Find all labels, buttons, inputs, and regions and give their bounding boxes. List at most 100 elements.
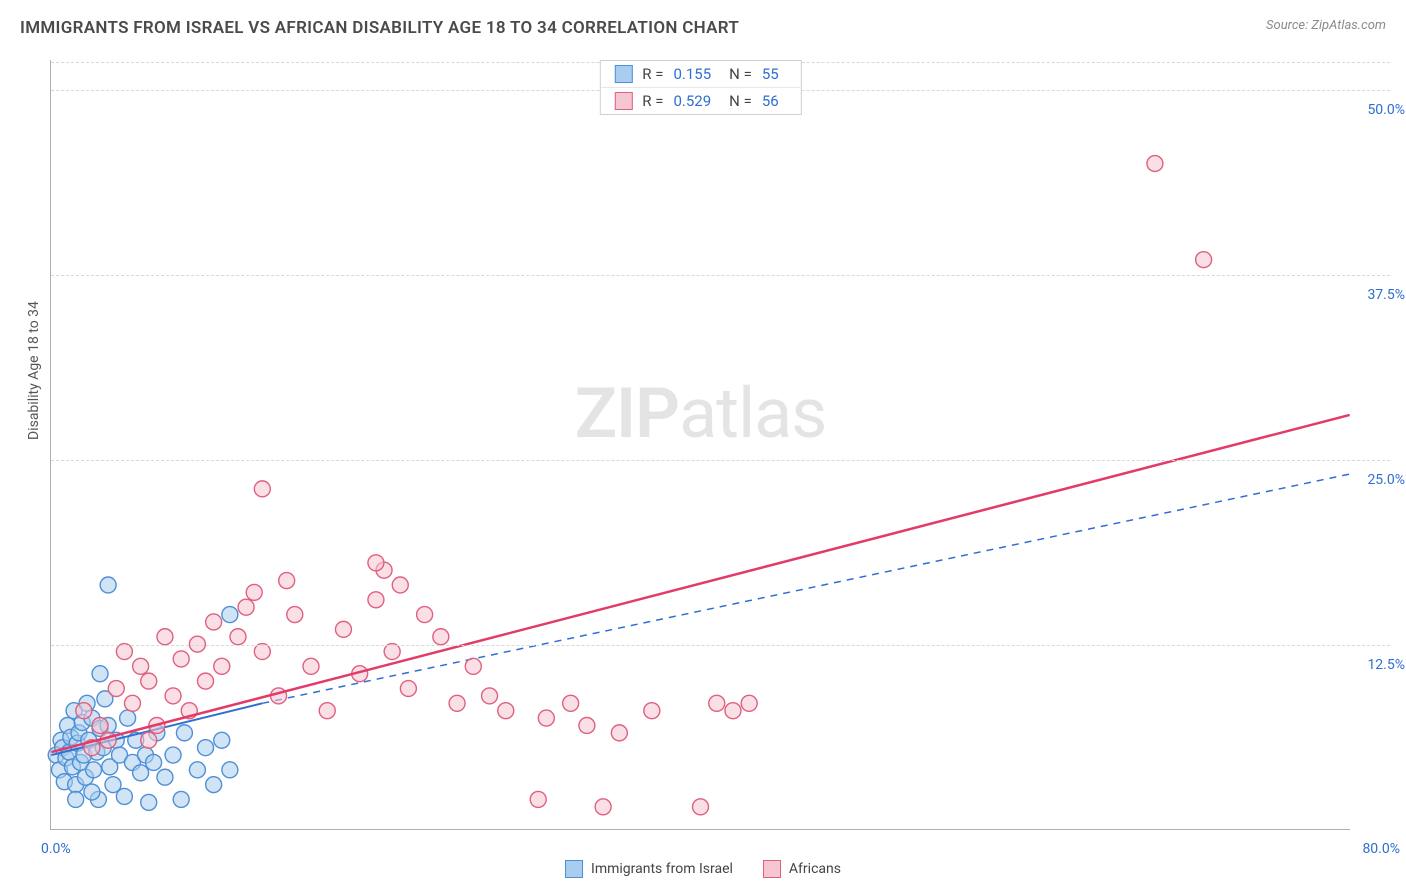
- data-point: [214, 732, 230, 748]
- data-point: [206, 777, 222, 793]
- data-point: [230, 629, 246, 645]
- plot-area: ZIPatlas R =0.155N =55R =0.529N =56 0.0%…: [50, 60, 1350, 830]
- data-point: [120, 710, 136, 726]
- data-point: [579, 717, 595, 733]
- data-point: [165, 747, 181, 763]
- data-point: [1196, 252, 1212, 268]
- data-point: [92, 717, 108, 733]
- data-point: [433, 629, 449, 645]
- data-point: [76, 703, 92, 719]
- data-point: [206, 614, 222, 630]
- data-point: [133, 658, 149, 674]
- grid-line: [51, 275, 1390, 276]
- legend-label: Africans: [789, 861, 841, 877]
- data-point: [222, 607, 238, 623]
- data-point: [482, 688, 498, 704]
- y-tick-label: 50.0%: [1367, 102, 1405, 118]
- data-point: [384, 644, 400, 660]
- data-point: [157, 629, 173, 645]
- data-point: [1147, 156, 1163, 172]
- y-tick-label: 25.0%: [1367, 472, 1405, 488]
- data-point: [189, 762, 205, 778]
- n-value: 55: [762, 65, 779, 83]
- series-legend: Immigrants from Israel Africans: [565, 860, 841, 878]
- data-point: [157, 769, 173, 785]
- data-point: [400, 681, 416, 697]
- data-point: [709, 695, 725, 711]
- legend-item: Immigrants from Israel: [565, 860, 733, 878]
- x-axis-min-label: 0.0%: [41, 841, 71, 857]
- data-point: [563, 695, 579, 711]
- data-point: [271, 688, 287, 704]
- legend-label: Immigrants from Israel: [591, 861, 733, 877]
- data-point: [319, 703, 335, 719]
- data-point: [116, 788, 132, 804]
- r-value: 0.155: [673, 65, 711, 83]
- data-point: [465, 658, 481, 674]
- data-point: [417, 607, 433, 623]
- data-point: [141, 673, 157, 689]
- data-point: [173, 791, 189, 807]
- data-point: [146, 754, 162, 770]
- y-tick-label: 12.5%: [1367, 657, 1405, 673]
- data-point: [279, 573, 295, 589]
- source-attribution: Source: ZipAtlas.com: [1266, 18, 1386, 33]
- data-point: [86, 762, 102, 778]
- scatter-chart: [51, 60, 1350, 829]
- data-point: [368, 592, 384, 608]
- legend-swatch: [614, 92, 632, 110]
- data-point: [538, 710, 554, 726]
- n-label: N =: [729, 65, 752, 83]
- legend-swatch: [614, 65, 632, 83]
- trend-line-extrapolated: [262, 474, 1349, 703]
- n-label: N =: [729, 92, 752, 110]
- data-point: [198, 740, 214, 756]
- data-point: [116, 644, 132, 660]
- r-label: R =: [642, 65, 663, 83]
- data-point: [108, 681, 124, 697]
- data-point: [287, 607, 303, 623]
- data-point: [530, 791, 546, 807]
- data-point: [368, 555, 384, 571]
- data-point: [246, 584, 262, 600]
- data-point: [595, 799, 611, 815]
- data-point: [449, 695, 465, 711]
- trend-line: [51, 415, 1349, 752]
- data-point: [141, 732, 157, 748]
- r-value: 0.529: [673, 92, 711, 110]
- legend-swatch: [763, 860, 781, 878]
- data-point: [303, 658, 319, 674]
- data-point: [214, 658, 230, 674]
- y-tick-label: 37.5%: [1367, 287, 1405, 303]
- data-point: [165, 688, 181, 704]
- stats-row: R = 0.529 N = 56: [600, 87, 800, 114]
- data-point: [92, 666, 108, 682]
- data-point: [254, 481, 270, 497]
- data-point: [725, 703, 741, 719]
- grid-line: [51, 645, 1390, 646]
- data-point: [254, 644, 270, 660]
- data-point: [100, 577, 116, 593]
- data-point: [176, 725, 192, 741]
- data-point: [611, 725, 627, 741]
- data-point: [133, 765, 149, 781]
- r-label: R =: [642, 92, 663, 110]
- stats-legend: R = 0.155 N = 55 R = 0.529 N = 56: [599, 60, 801, 115]
- x-axis-max-label: 80.0%: [1362, 841, 1400, 857]
- data-point: [84, 784, 100, 800]
- data-point: [498, 703, 514, 719]
- data-point: [238, 599, 254, 615]
- grid-line: [51, 460, 1390, 461]
- stats-row: R = 0.155 N = 55: [600, 61, 800, 87]
- y-axis-label: Disability Age 18 to 34: [26, 301, 42, 440]
- data-point: [68, 791, 84, 807]
- data-point: [222, 762, 238, 778]
- data-point: [335, 621, 351, 637]
- data-point: [741, 695, 757, 711]
- data-point: [644, 703, 660, 719]
- data-point: [693, 799, 709, 815]
- chart-title: IMMIGRANTS FROM ISRAEL VS AFRICAN DISABI…: [20, 18, 739, 38]
- data-point: [392, 577, 408, 593]
- n-value: 56: [762, 92, 779, 110]
- legend-swatch: [565, 860, 583, 878]
